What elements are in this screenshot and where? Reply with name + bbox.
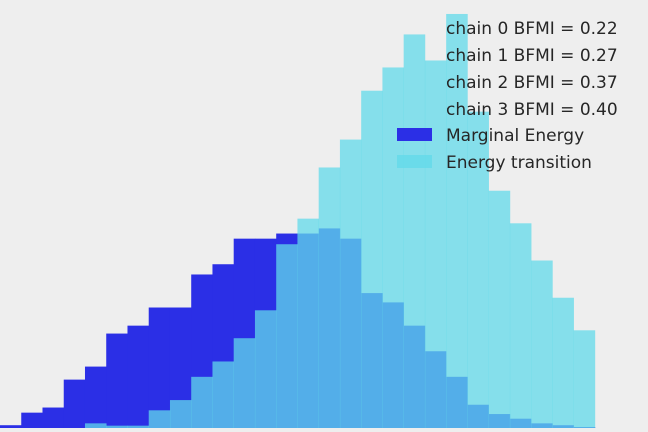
energy-transition-bar (467, 111, 489, 429)
energy-transition-bar (552, 297, 574, 428)
bfmi-annotation-chain-0: chain 0 BFMI = 0.22 (446, 19, 618, 39)
legend-label-marginal-energy: Marginal Energy (446, 126, 584, 146)
marginal-energy-bar (42, 407, 65, 428)
legend-label-energy-transition: Energy transition (446, 153, 592, 173)
energy-transition-bar (84, 423, 107, 428)
energy-transition-bar (509, 223, 532, 428)
energy-transition-bar (573, 330, 596, 428)
energy-transition-bar (318, 167, 341, 429)
energy-transition-bar (424, 60, 447, 428)
energy-transition-bar (276, 244, 298, 428)
marginal-energy-bar (127, 325, 150, 428)
energy-transition-bar (531, 260, 553, 428)
energy-transition-bar (191, 376, 213, 428)
legend: chain 0 BFMI = 0.22 chain 1 BFMI = 0.27 … (397, 19, 618, 173)
energy-transition-bar (127, 425, 150, 428)
marginal-energy-bar (148, 307, 171, 428)
legend-swatch-energy-transition (397, 155, 432, 168)
marginal-energy-bar (169, 307, 192, 428)
marginal-energy-bar (106, 333, 128, 428)
energy-transition-bar (297, 218, 319, 428)
energy-transition-bar (403, 34, 426, 429)
legend-swatch-marginal-energy (397, 128, 432, 141)
marginal-energy-bar (84, 366, 107, 428)
bfmi-annotation-chain-2: chain 2 BFMI = 0.37 (446, 73, 618, 93)
energy-transition-bar (148, 410, 171, 428)
bfmi-annotation-chain-1: chain 1 BFMI = 0.27 (446, 46, 618, 66)
energy-transition-bar (488, 190, 511, 428)
energy-transition-bar (169, 400, 192, 428)
energy-transition-bar (106, 425, 128, 428)
energy-transition-bar (446, 13, 468, 429)
energy-transition-bar (361, 90, 383, 428)
energy-transition-bar (233, 338, 256, 428)
marginal-energy-bar (21, 412, 43, 428)
energy-transition-bar (339, 139, 362, 428)
bfmi-annotation-chain-3: chain 3 BFMI = 0.40 (446, 100, 618, 120)
energy-transition-bar (254, 310, 277, 428)
marginal-energy-bar (63, 379, 86, 428)
energy-transition-bar (212, 361, 235, 428)
marginal-energy-bar (0, 425, 22, 428)
energy-transition-bar (382, 67, 404, 429)
